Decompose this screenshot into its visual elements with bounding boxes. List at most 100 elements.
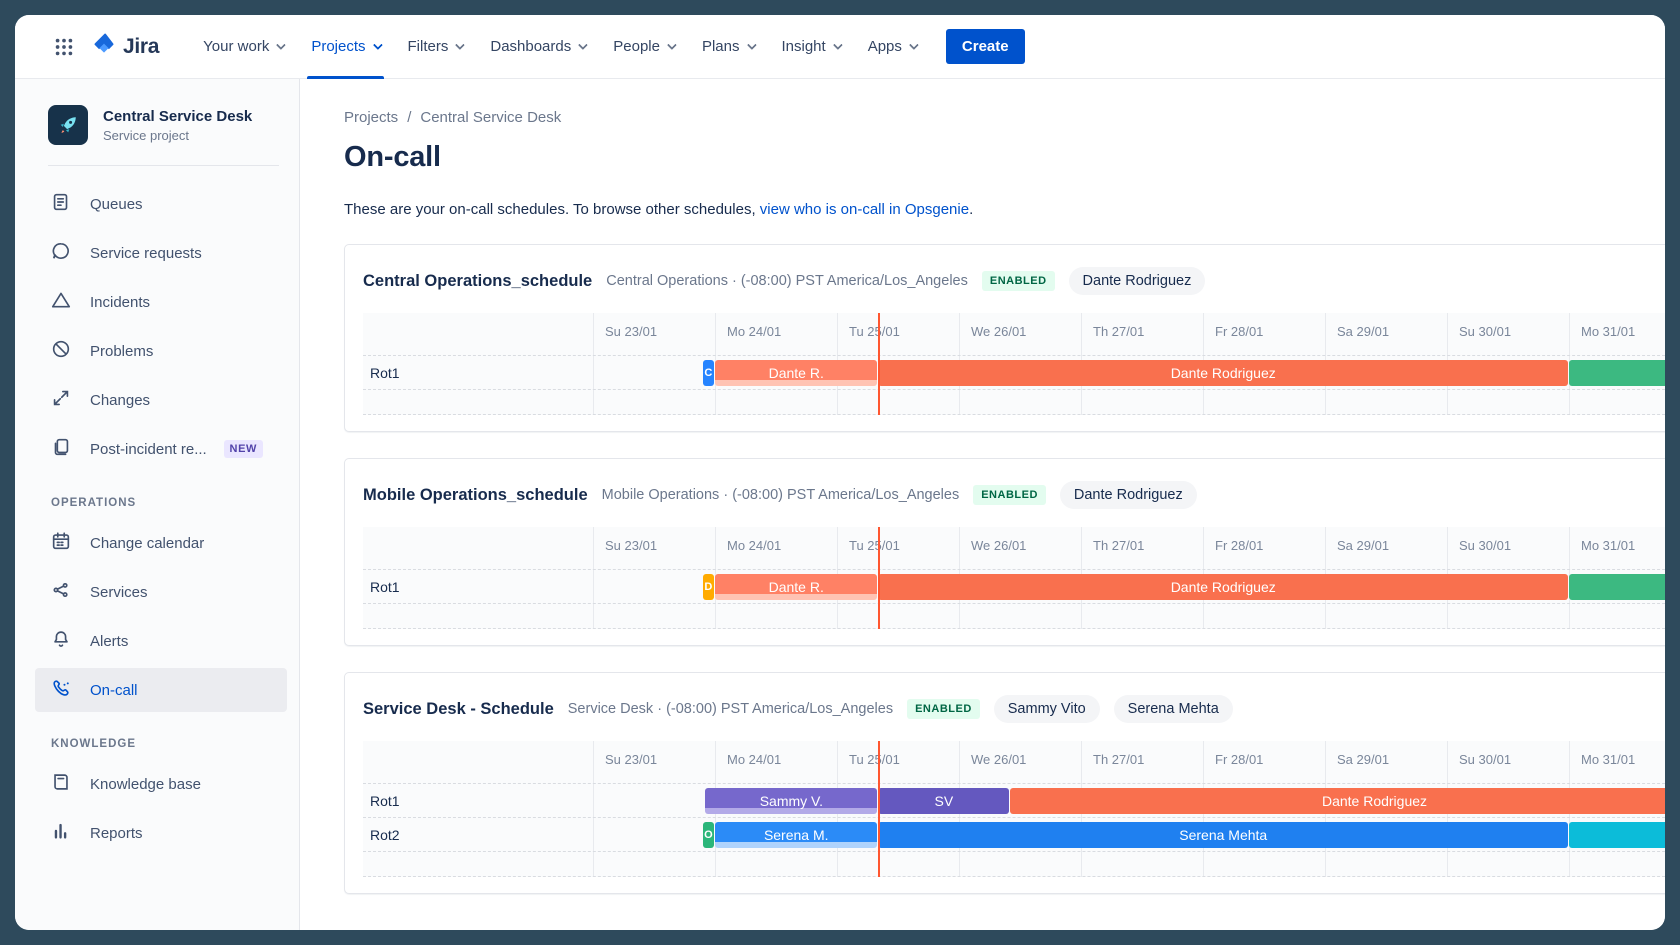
shift-bar-dante-rodriguez[interactable]: Dante Rodriguez [878,360,1568,386]
phone-icon [50,677,72,703]
app-switcher-icon[interactable] [51,34,77,60]
shift-bar-green[interactable] [1569,360,1665,386]
rotation-label: Rot1 [370,364,400,381]
bell-icon [50,628,72,654]
report-icon [50,820,72,846]
sidebar-section-knowledge: KNOWLEDGE [51,738,137,750]
shift-bar-green[interactable] [1569,574,1665,600]
jira-logo[interactable]: Jira [91,31,159,62]
sidebar-item-queues[interactable]: Queues [35,182,287,226]
current-time-indicator [878,313,881,415]
sidebar-item-alerts[interactable]: Alerts [35,619,287,663]
member-chip-dante-rodriguez[interactable]: Dante Rodriguez [1068,267,1206,295]
nav-item-label: Plans [701,38,740,55]
shift-bar-teal[interactable] [1569,822,1665,848]
sidebar-item-services[interactable]: Services [35,570,287,614]
project-title-block: Central Service Desk Service project [103,107,252,144]
shift-chip-d[interactable]: D [702,574,714,600]
nav-item-projects[interactable]: Projects [297,15,393,79]
opsgenie-link[interactable]: view who is on-call in Opsgenie [759,201,970,218]
breadcrumb-projects-link[interactable]: Projects [344,109,399,126]
breadcrumb-project-link[interactable]: Central Service Desk [420,109,562,126]
nav-item-insight[interactable]: Insight [768,15,854,79]
intro-text-lead: These are your on-call schedules. To bro… [344,201,760,218]
current-time-indicator [878,527,881,629]
chevron-down-icon [372,40,383,51]
nav-item-label: Projects [311,38,366,55]
triangle-icon [50,289,72,315]
timeline-header-row [363,741,1665,783]
shift-bar-dante-rodriguez[interactable]: Dante Rodriguez [1010,788,1665,814]
timeline-rotation-row: Rot1 Sammy V. SV Dante Rodriguez [363,783,1665,817]
sidebar-item-post-incident-re[interactable]: Post-incident re... NEW [35,427,287,471]
calendar-icon [50,530,72,556]
sidebar-item-on-call[interactable]: On-call [35,668,287,712]
nav-item-your-work[interactable]: Your work [189,15,297,79]
sidebar-section-operations: OPERATIONS [51,497,137,509]
timeline-day-label: Mo 24/01 [727,538,782,553]
project-avatar-rocket-icon [48,105,88,145]
timeline-day-label: Mo 24/01 [727,324,782,339]
schedule-card-central-operations-schedule: Central Operations_schedule Central Opera… [344,244,1665,432]
chevron-down-icon [908,40,919,51]
sidebar-item-service-requests[interactable]: Service requests [35,231,287,275]
project-header[interactable]: Central Service Desk Service project [35,105,287,145]
sidebar-item-changes[interactable]: Changes [35,378,287,422]
status-badge: ENABLED [907,699,980,719]
timeline-day-label: Tu 25/01 [849,538,900,553]
rotation-label: Rot1 [370,792,400,809]
schedule-title[interactable]: Service Desk - Schedule [363,699,554,718]
changes-icon [50,387,72,413]
shift-bar-sammy-v[interactable]: Sammy V. [705,788,878,814]
timeline-day-label: Sa 29/01 [1337,752,1390,767]
sidebar-item-problems[interactable]: Problems [35,329,287,373]
shift-bar-serena-mehta[interactable]: Serena Mehta [878,822,1568,848]
timeline-rows: Rot1 Sammy V. SV Dante Rodriguez Rot2 O Serena… [363,741,1665,877]
top-navigation-bar: Jira Your work Projects Filters Dashboards P… [15,15,1665,79]
sidebar-item-reports[interactable]: Reports [35,811,287,855]
timeline-spacer-row [363,389,1665,415]
sidebar-item-label: Queues [90,195,143,213]
nav-item-people[interactable]: People [599,15,688,79]
shift-bar-dante-rodriguez[interactable]: Dante Rodriguez [878,574,1568,600]
timeline-day-label: Sa 29/01 [1337,538,1390,553]
oncall-timeline: Su 23/01 Mo 24/01 Tu 25/01 We 26/01 Th 27/01… [363,527,1665,629]
nav-item-label: Dashboards [490,38,572,55]
timeline-day-column: Su 23/01 [593,527,715,629]
timeline-day-column: Su 23/01 [593,741,715,877]
schedule-title[interactable]: Mobile Operations_schedule [363,485,588,504]
nav-item-filters[interactable]: Filters [394,15,477,79]
timeline-spacer-row [363,603,1665,629]
sidebar-item-incidents[interactable]: Incidents [35,280,287,324]
nav-item-apps[interactable]: Apps [854,15,930,79]
pages-icon [50,436,72,462]
member-chip-serena-mehta[interactable]: Serena Mehta [1113,695,1233,723]
shift-bar-dante-r[interactable]: Dante R. [715,574,878,600]
timeline-day-label: We 26/01 [971,324,1027,339]
sidebar-item-label: Service requests [90,244,202,262]
schedule-card-header: Mobile Operations_schedule Mobile Operati… [363,481,1665,509]
breadcrumb: Projects / Central Service Desk [344,109,1665,126]
shift-chip-o[interactable]: O [702,822,714,848]
shift-bar-sv[interactable]: SV [878,788,1010,814]
schedule-cards: Central Operations_schedule Central Opera… [344,244,1665,894]
schedule-title[interactable]: Central Operations_schedule [363,271,593,290]
nav-item-label: Insight [781,38,826,55]
current-time-indicator [878,741,881,877]
shift-bar-dante-r[interactable]: Dante R. [715,360,878,386]
timeline-day-label: Su 30/01 [1459,538,1512,553]
sidebar-item-knowledge-base[interactable]: Knowledge base [35,762,287,806]
schedule-card-service-desk-schedule: Service Desk - Schedule Service Desk · (-… [344,672,1665,894]
shift-chip-c[interactable]: C [702,360,714,386]
nav-item-plans[interactable]: Plans [688,15,768,79]
timeline-day-label: Mo 24/01 [727,752,782,767]
chevron-down-icon [455,40,466,51]
sidebar-item-label: Incidents [90,293,151,311]
sidebar-item-change-calendar[interactable]: Change calendar [35,521,287,565]
shift-bar-serena-m[interactable]: Serena M. [715,822,878,848]
member-chip-dante-rodriguez[interactable]: Dante Rodriguez [1059,481,1197,509]
breadcrumb-separator: / [407,109,412,126]
member-chip-sammy-vito[interactable]: Sammy Vito [993,695,1100,723]
nav-item-dashboards[interactable]: Dashboards [476,15,599,79]
create-button[interactable]: Create [945,29,1025,64]
